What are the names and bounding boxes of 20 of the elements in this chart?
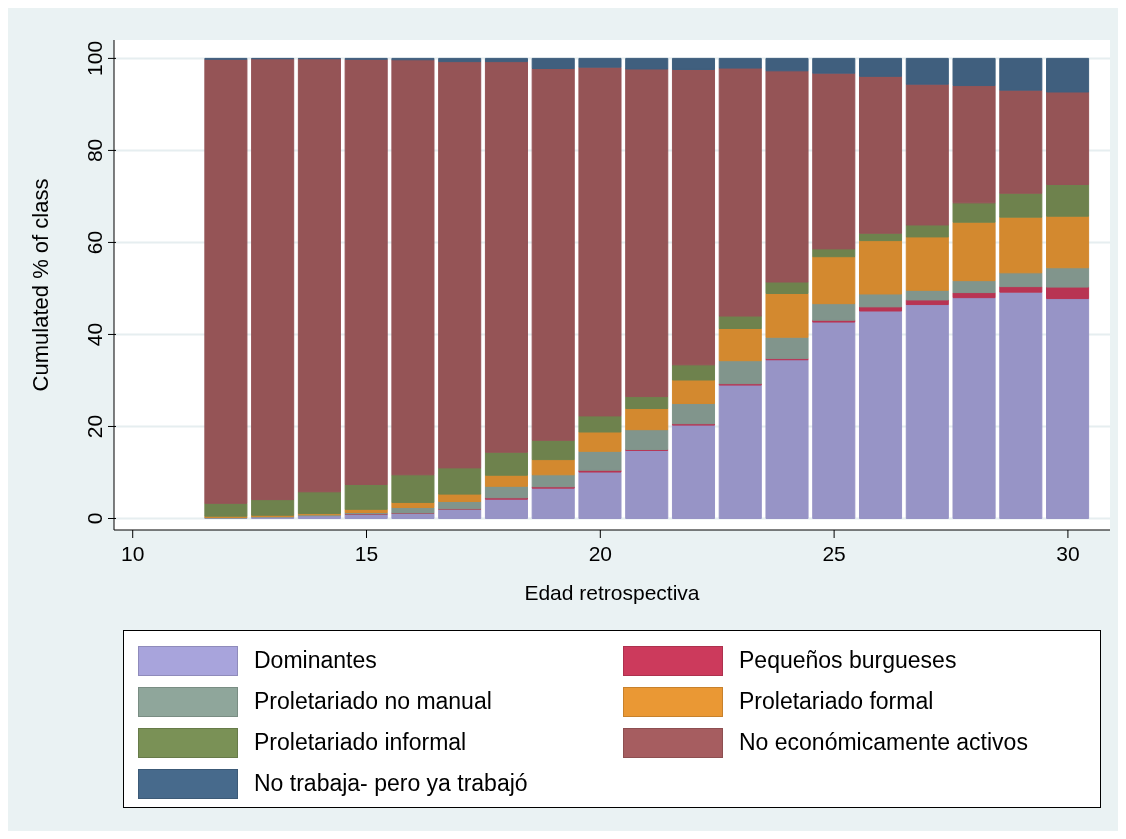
x-tick-label: 30 [1056, 541, 1080, 565]
x-tick-label: 25 [822, 541, 846, 565]
y-axis-title: Cumulated % of class [27, 178, 53, 392]
legend-label: Proletariado formal [739, 688, 934, 715]
x-tick-label: 15 [354, 541, 379, 565]
y-tick-label: 100 [83, 40, 106, 76]
legend-label: Pequeños burgueses [739, 647, 957, 674]
x-tick-label: 20 [588, 541, 612, 565]
y-tick-label: 80 [83, 138, 106, 163]
y-tick-label: 60 [83, 230, 106, 255]
y-tick-label: 40 [83, 322, 106, 347]
x-axis-title: Edad retrospectiva [524, 581, 700, 604]
legend-label: No económicamente activos [739, 729, 1028, 756]
legend-label: Proletariado no manual [254, 688, 492, 715]
y-tick-label: 20 [83, 414, 106, 439]
y-tick-label: 0 [83, 512, 106, 525]
legend-label: Dominantes [254, 647, 377, 674]
legend-label: Proletariado informal [254, 729, 467, 756]
x-tick-label: 10 [121, 541, 145, 565]
legend-label: No trabaja- pero ya trabajó [254, 770, 528, 797]
